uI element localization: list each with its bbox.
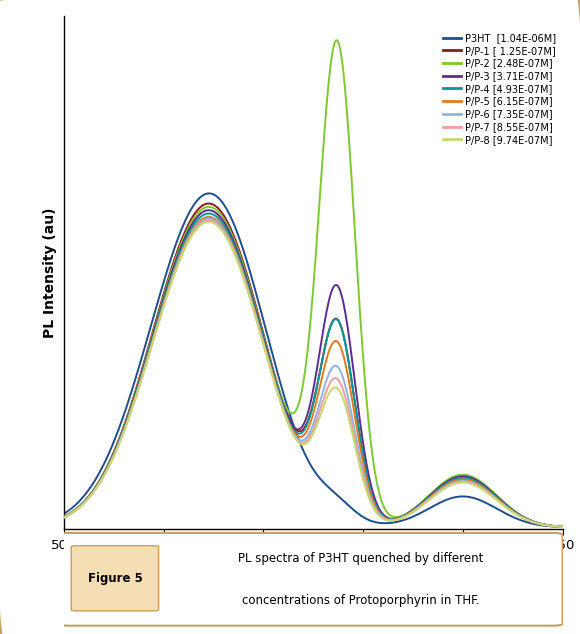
- FancyBboxPatch shape: [59, 533, 563, 626]
- Text: PL spectra of P3HT quenched by different: PL spectra of P3HT quenched by different: [238, 552, 483, 565]
- FancyBboxPatch shape: [71, 546, 158, 611]
- Legend: P3HT  [1.04E-06M], P/P-1 [ 1.25E-07M], P/P-2 [2.48E-07M], P/P-3 [3.71E-07M], P/P: P3HT [1.04E-06M], P/P-1 [ 1.25E-07M], P/…: [441, 31, 558, 146]
- Y-axis label: PL Intensity (au): PL Intensity (au): [43, 207, 57, 338]
- Text: concentrations of Protoporphyrin in THF.: concentrations of Protoporphyrin in THF.: [242, 593, 480, 607]
- Text: Figure 5: Figure 5: [88, 572, 143, 585]
- X-axis label: Wavelength (nm): Wavelength (nm): [246, 559, 380, 573]
